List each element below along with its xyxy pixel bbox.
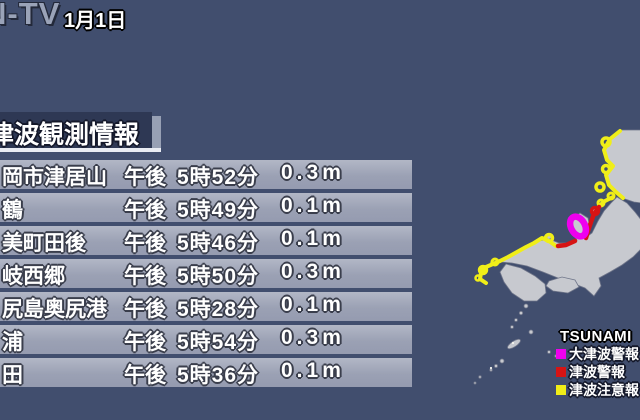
legend-title: TSUNAMI xyxy=(560,328,632,345)
title-banner-edge xyxy=(152,116,161,149)
wave-height: 0.1m xyxy=(281,359,345,382)
time-ampm: 午後 xyxy=(124,298,166,321)
obs-time: 5時28分 xyxy=(177,298,260,321)
time-ampm: 午後 xyxy=(124,199,166,222)
wave-height: 0.3m xyxy=(281,260,345,283)
major-warning-swatch-icon xyxy=(556,349,566,359)
title-banner-underline xyxy=(0,148,161,152)
table-row: 美町田後 午後 5時46分 0.1m xyxy=(0,226,412,255)
legend-item-advisory: 津波注意報 xyxy=(556,381,640,399)
time-ampm: 午後 xyxy=(124,232,166,255)
table-row: 田 午後 5時36分 0.1m xyxy=(0,358,412,387)
time-ampm: 午後 xyxy=(124,265,166,288)
obs-time: 5時50分 xyxy=(177,265,260,288)
time-ampm: 午後 xyxy=(124,166,166,189)
obs-time: 5時49分 xyxy=(177,199,260,222)
page-title: 津波観測情報 xyxy=(0,121,140,149)
location-name: 鶴 xyxy=(2,199,23,222)
wave-height: 0.3m xyxy=(281,326,345,349)
table-row: 浦 午後 5時54分 0.3m xyxy=(0,325,412,354)
table-row: 鶴 午後 5時49分 0.1m xyxy=(0,193,412,222)
broadcast-date: 1月1日 xyxy=(64,10,127,32)
location-name: 岡市津居山 xyxy=(2,166,107,189)
warning-swatch-icon xyxy=(556,367,566,377)
observation-point-dot xyxy=(511,341,515,345)
japan-tsunami-map xyxy=(473,129,640,385)
obs-time: 5時52分 xyxy=(177,166,260,189)
location-name: 浦 xyxy=(2,331,23,354)
legend-item-major-warning: 大津波警報 xyxy=(556,345,640,363)
advisory-swatch-icon xyxy=(556,385,566,395)
wave-height: 0.1m xyxy=(281,227,345,250)
major-tsunami-warning-coastline xyxy=(566,213,590,240)
table-row: 岡市津居山 午後 5時52分 0.3m xyxy=(0,160,412,189)
location-name: 尻島奥尻港 xyxy=(2,298,107,321)
tsunami-legend: TSUNAMI 大津波警報 津波警報 津波注意報 xyxy=(556,328,640,399)
wave-height: 0.1m xyxy=(281,293,345,316)
legend-item-warning: 津波警報 xyxy=(556,363,640,381)
observation-point-dot xyxy=(489,366,493,370)
time-ampm: 午後 xyxy=(124,364,166,387)
tsunami-observation-table: 岡市津居山 午後 5時52分 0.3m 鶴 午後 5時49分 0.1m 美町田後… xyxy=(0,160,412,391)
wave-height: 0.1m xyxy=(281,194,345,217)
obs-time: 5時36分 xyxy=(177,364,260,387)
obs-time: 5時54分 xyxy=(177,331,260,354)
tsunami-advisory-coastline xyxy=(474,129,625,285)
location-name: 田 xyxy=(2,364,23,387)
location-name: 美町田後 xyxy=(2,232,86,255)
table-row: 岐西郷 午後 5時50分 0.3m xyxy=(0,259,412,288)
time-ampm: 午後 xyxy=(124,331,166,354)
obs-time: 5時46分 xyxy=(177,232,260,255)
location-name: 岐西郷 xyxy=(2,265,65,288)
table-row: 尻島奥尻港 午後 5時28分 0.1m xyxy=(0,292,412,321)
wave-height: 0.3m xyxy=(281,161,345,184)
title-banner-box xyxy=(0,112,152,148)
station-logo: N-TV xyxy=(0,0,61,31)
